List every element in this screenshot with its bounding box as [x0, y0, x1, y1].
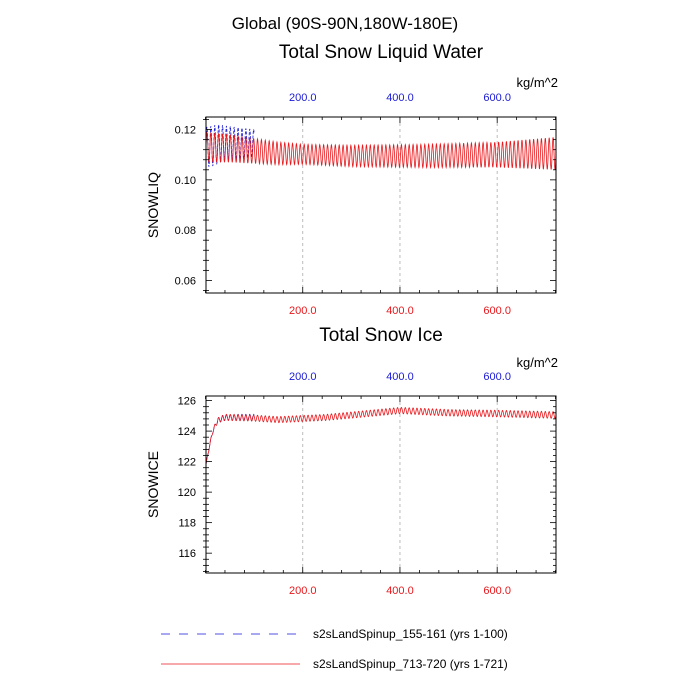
y-tick-label: 0.06: [175, 275, 196, 287]
chart-panels: Total Snow Liquid Water kg/m^2 0.06 0.08 0.1…: [145, 42, 558, 597]
units-label: kg/m^2: [516, 355, 558, 370]
top-x-tick-label: 200.0: [289, 92, 317, 104]
bottom-x-tick-label: 600.0: [483, 585, 511, 597]
y-tick-label: 0.12: [175, 125, 196, 137]
legend: s2sLandSpinup_155-161 (yrs 1-100) s2sLand…: [161, 627, 508, 671]
y-tick-label: 122: [178, 457, 196, 469]
top-x-tick-label: 200.0: [289, 371, 317, 383]
panel-title: Total Snow Ice: [319, 325, 443, 346]
y-tick-label: 0.10: [175, 175, 196, 187]
legend-label-1: s2sLandSpinup_155-161 (yrs 1-100): [313, 627, 508, 641]
plot-frame: [205, 395, 557, 574]
plot-frame: [205, 116, 557, 294]
y-tick-label: 126: [178, 396, 196, 408]
top-x-tick-label: 400.0: [386, 92, 414, 104]
bottom-x-tick-label: 200.0: [289, 305, 317, 317]
y-tick-label: 0.08: [175, 225, 196, 237]
units-label: kg/m^2: [516, 75, 558, 90]
bottom-x-tick-label: 400.0: [386, 585, 414, 597]
y-tick-label: 124: [178, 426, 196, 438]
bottom-x-tick-label: 400.0: [386, 305, 414, 317]
y-axis-label: SNOWLIQ: [145, 172, 161, 238]
top-x-tick-label: 600.0: [483, 92, 511, 104]
figure-title: Global (90S-90N,180W-180E): [232, 14, 458, 33]
y-axis-label: SNOWICE: [145, 451, 161, 518]
y-tick-label: 116: [178, 548, 196, 560]
legend-label-2: s2sLandSpinup_713-720 (yrs 1-721): [313, 657, 508, 671]
y-tick-label: 120: [178, 487, 196, 499]
chart-panel-1: Total Snow Liquid Water kg/m^2 0.06 0.08 0.1…: [145, 42, 558, 317]
y-tick-label: 118: [178, 518, 196, 530]
chart-panel-2: Total Snow Ice kg/m^2 116 118 120 122 124 126 SN…: [145, 325, 558, 597]
series-line-spinup-713-720: [206, 406, 556, 465]
series-line-spinup-713-720: [206, 132, 556, 170]
panel-title: Total Snow Liquid Water: [279, 42, 484, 63]
bottom-x-tick-label: 600.0: [483, 305, 511, 317]
bottom-x-tick-label: 200.0: [289, 585, 317, 597]
top-x-tick-label: 400.0: [386, 371, 414, 383]
top-x-tick-label: 600.0: [483, 371, 511, 383]
